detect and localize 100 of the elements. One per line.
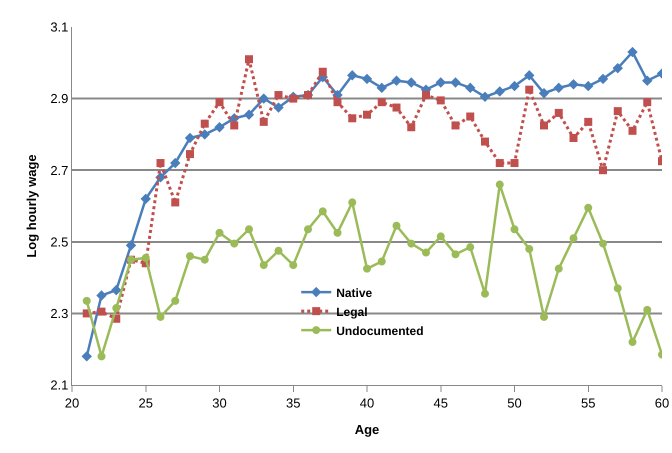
legend-label: Undocumented [336, 324, 424, 338]
x-tick-label: 50 [507, 396, 522, 411]
point [422, 248, 430, 257]
point [156, 159, 164, 168]
x-axis-title: Age [354, 422, 380, 437]
point [170, 158, 180, 168]
point [583, 80, 594, 92]
point [98, 352, 106, 360]
point [82, 351, 92, 362]
x-tick-label: 45 [434, 396, 448, 411]
point [480, 92, 490, 102]
point [554, 108, 563, 117]
point [540, 121, 548, 130]
point [363, 110, 371, 119]
x-tick-label: 55 [581, 396, 596, 411]
point [510, 225, 518, 234]
y-axis-title: Log hourly wage [24, 154, 39, 258]
point [318, 207, 327, 216]
point [260, 118, 268, 126]
point [184, 132, 196, 144]
point [406, 77, 416, 88]
point [628, 338, 636, 346]
point [378, 98, 386, 106]
point [216, 98, 224, 106]
point [347, 70, 358, 81]
point [627, 46, 638, 58]
point [376, 82, 387, 94]
point [599, 166, 607, 174]
point [171, 296, 180, 305]
point [260, 261, 268, 270]
point [304, 225, 312, 234]
point [524, 70, 534, 81]
point [570, 134, 578, 142]
point [643, 306, 652, 314]
point [200, 120, 209, 128]
point [436, 77, 446, 88]
point [378, 257, 386, 266]
point [570, 234, 578, 242]
point [494, 86, 505, 97]
point [245, 55, 253, 64]
point [465, 82, 476, 94]
point [452, 250, 460, 258]
point [584, 204, 592, 212]
point [436, 232, 445, 240]
point [334, 98, 342, 106]
point [584, 118, 592, 126]
point [98, 308, 106, 316]
legend-label: Legal [336, 304, 368, 319]
point [525, 244, 534, 253]
point [481, 290, 489, 298]
point [540, 312, 548, 321]
x-tick-label: 25 [138, 396, 153, 411]
point [111, 284, 122, 296]
point [363, 264, 371, 273]
y-tick-label: 2.7 [50, 162, 68, 178]
point [392, 222, 400, 230]
point [171, 198, 180, 206]
point [450, 77, 461, 88]
point [642, 76, 652, 86]
point [598, 74, 608, 84]
point [422, 91, 430, 100]
x-tick-label: 30 [212, 396, 227, 411]
point [525, 86, 534, 94]
point [628, 126, 636, 135]
point [348, 114, 356, 122]
point [142, 254, 150, 262]
point [126, 240, 136, 251]
point [274, 246, 282, 255]
point [612, 62, 623, 74]
y-tick-label: 2.3 [50, 306, 68, 321]
point [244, 110, 254, 120]
point [599, 240, 607, 248]
point [200, 256, 209, 264]
point [554, 264, 563, 273]
point [82, 296, 91, 305]
point [200, 129, 210, 140]
point [568, 79, 579, 90]
point [96, 290, 107, 301]
point [258, 93, 269, 104]
point [156, 312, 164, 321]
point [362, 74, 372, 84]
point [230, 121, 238, 130]
x-tick-label: 20 [64, 396, 80, 411]
point [614, 107, 622, 116]
x-tick-label: 35 [286, 396, 300, 411]
point [289, 261, 298, 270]
point [643, 98, 652, 106]
point [554, 82, 564, 94]
point [538, 88, 550, 98]
point [348, 198, 356, 206]
point [391, 76, 402, 86]
point [436, 96, 445, 104]
point [186, 150, 194, 158]
y-tick-label: 2.1 [50, 378, 68, 393]
point [318, 68, 327, 76]
point [245, 225, 253, 234]
point [481, 138, 489, 146]
point [496, 180, 504, 189]
x-tick-label: 40 [360, 396, 374, 411]
point [214, 122, 225, 132]
